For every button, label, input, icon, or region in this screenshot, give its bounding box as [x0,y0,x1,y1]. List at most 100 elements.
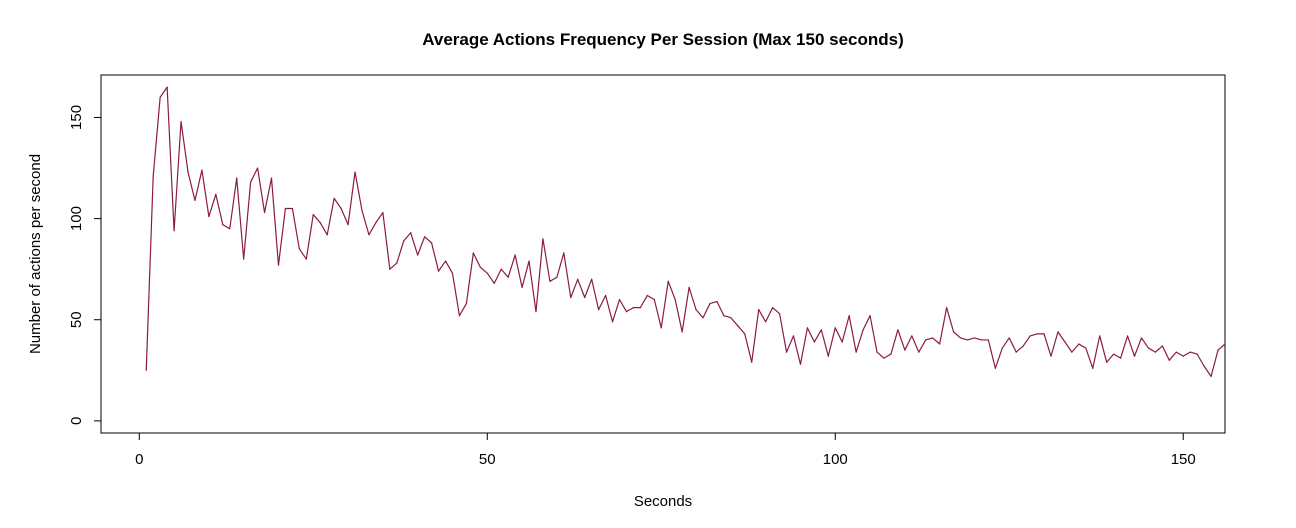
y-tick-label: 100 [68,206,85,231]
series-line [145,86,1226,377]
data-point [904,349,906,351]
data-point [222,224,224,226]
data-point [333,197,335,199]
data-point [758,309,760,311]
data-point [646,294,648,297]
data-point [632,307,635,309]
data-point [980,339,983,341]
data-point [458,315,461,317]
data-point [1015,351,1017,353]
data-point [639,307,641,309]
data-point [563,252,565,254]
data-point [1147,347,1150,349]
data-point [424,236,426,238]
data-point [932,337,934,339]
data-point [862,329,864,331]
data-point [591,278,593,280]
data-point [702,317,704,319]
data-point [660,327,662,329]
data-point [841,341,843,343]
data-point [215,193,217,195]
data-point [959,337,962,339]
y-tick-label: 150 [68,105,85,130]
data-point [876,351,878,353]
data-point [305,258,307,260]
x-tick-label: 150 [1171,451,1196,468]
data-point [911,335,913,337]
data-point [479,266,481,268]
data-point [507,276,509,278]
data-point [1140,337,1143,339]
data-point [159,96,161,98]
data-point [1120,357,1122,359]
data-point [994,367,996,369]
data-point [1092,367,1094,369]
data-point [883,357,885,359]
data-point [444,260,447,262]
data-point [417,254,419,256]
data-point [785,351,788,353]
data-point [584,296,586,299]
data-point [403,240,405,242]
data-point [778,313,781,315]
y-tick-label: 50 [68,311,85,328]
data-point [396,262,398,264]
y-axis-label: Number of actions per second [27,154,44,354]
data-point [925,339,927,341]
data-point [1057,331,1059,333]
x-axis-label: Seconds [634,493,692,510]
data-point [598,309,600,311]
data-point [493,282,495,284]
data-point [1210,375,1212,377]
y-tick-label: 0 [68,417,85,425]
data-point [277,264,280,266]
data-point [577,278,579,280]
data-point [298,248,300,250]
data-point [451,272,454,274]
data-point [848,315,850,317]
data-point [486,272,488,274]
data-point [437,270,440,272]
data-point [1224,343,1226,345]
data-point [208,215,210,218]
data-point [723,315,725,317]
data-point [751,361,753,363]
data-point [1175,351,1177,353]
data-point [375,222,377,224]
x-tick-label: 100 [823,451,848,468]
data-point [1050,355,1052,357]
data-point [145,369,147,371]
data-point [973,337,976,339]
data-point [869,315,871,317]
data-point [737,325,739,327]
data-point [1043,333,1045,335]
data-point [695,309,697,311]
data-point [389,268,391,270]
data-point [570,296,572,299]
data-point [1189,351,1191,353]
y-axis: 0 50 100 150 [68,105,102,425]
data-point [834,327,836,329]
data-point [946,307,948,309]
data-point [187,171,189,173]
data-point [180,120,182,123]
data-point [674,298,676,301]
data-point [667,280,669,282]
data-point [1008,337,1010,339]
data-point [528,260,530,262]
data-point [521,286,523,288]
data-point [1001,347,1003,349]
data-point [1071,351,1073,353]
data-point [730,317,732,319]
data-point [799,363,802,365]
chart-title: Average Actions Frequency Per Session (M… [422,30,904,49]
data-point [604,294,607,297]
data-point [681,331,683,333]
data-point [806,327,809,329]
data-point [1064,341,1066,343]
data-point [430,242,433,244]
data-point [326,234,328,236]
data-point [1182,355,1184,357]
data-point [772,307,774,309]
data-point [744,333,746,335]
